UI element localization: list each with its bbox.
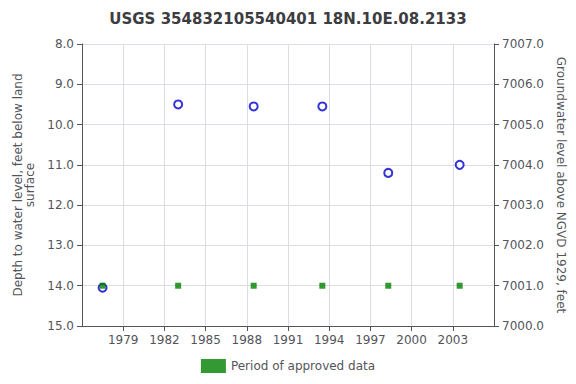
svg-text:11.0: 11.0 bbox=[47, 158, 74, 172]
svg-text:12.0: 12.0 bbox=[47, 198, 74, 212]
svg-text:1979: 1979 bbox=[108, 333, 139, 347]
svg-text:2003: 2003 bbox=[438, 333, 469, 347]
svg-text:15.0: 15.0 bbox=[47, 319, 74, 333]
svg-text:7006.0: 7006.0 bbox=[502, 77, 544, 91]
svg-text:7004.0: 7004.0 bbox=[502, 158, 544, 172]
svg-text:1985: 1985 bbox=[190, 333, 221, 347]
svg-text:1994: 1994 bbox=[314, 333, 345, 347]
svg-text:7000.0: 7000.0 bbox=[502, 319, 544, 333]
svg-text:Depth to water level, feet bel: Depth to water level, feet below land bbox=[11, 73, 26, 297]
svg-text:7005.0: 7005.0 bbox=[502, 118, 544, 132]
svg-text:Period of approved data: Period of approved data bbox=[231, 359, 375, 373]
svg-text:14.0: 14.0 bbox=[47, 279, 74, 293]
svg-text:7001.0: 7001.0 bbox=[502, 279, 544, 293]
svg-text:USGS 354832105540401 18N.10E.0: USGS 354832105540401 18N.10E.08.2133 bbox=[109, 10, 466, 28]
svg-text:7007.0: 7007.0 bbox=[502, 37, 544, 51]
svg-text:2000: 2000 bbox=[396, 333, 427, 347]
svg-text:7002.0: 7002.0 bbox=[502, 238, 544, 252]
svg-text:7003.0: 7003.0 bbox=[502, 198, 544, 212]
svg-text:1991: 1991 bbox=[273, 333, 304, 347]
svg-text:9.0: 9.0 bbox=[55, 77, 74, 91]
svg-text:1997: 1997 bbox=[355, 333, 386, 347]
svg-text:8.0: 8.0 bbox=[55, 37, 74, 51]
svg-text:Groundwater level above NGVD 1: Groundwater level above NGVD 1929, feet bbox=[554, 57, 568, 314]
svg-text:surface: surface bbox=[23, 163, 37, 207]
svg-text:1982: 1982 bbox=[149, 333, 180, 347]
svg-text:10.0: 10.0 bbox=[47, 118, 74, 132]
svg-text:1988: 1988 bbox=[232, 333, 263, 347]
svg-text:13.0: 13.0 bbox=[47, 238, 74, 252]
